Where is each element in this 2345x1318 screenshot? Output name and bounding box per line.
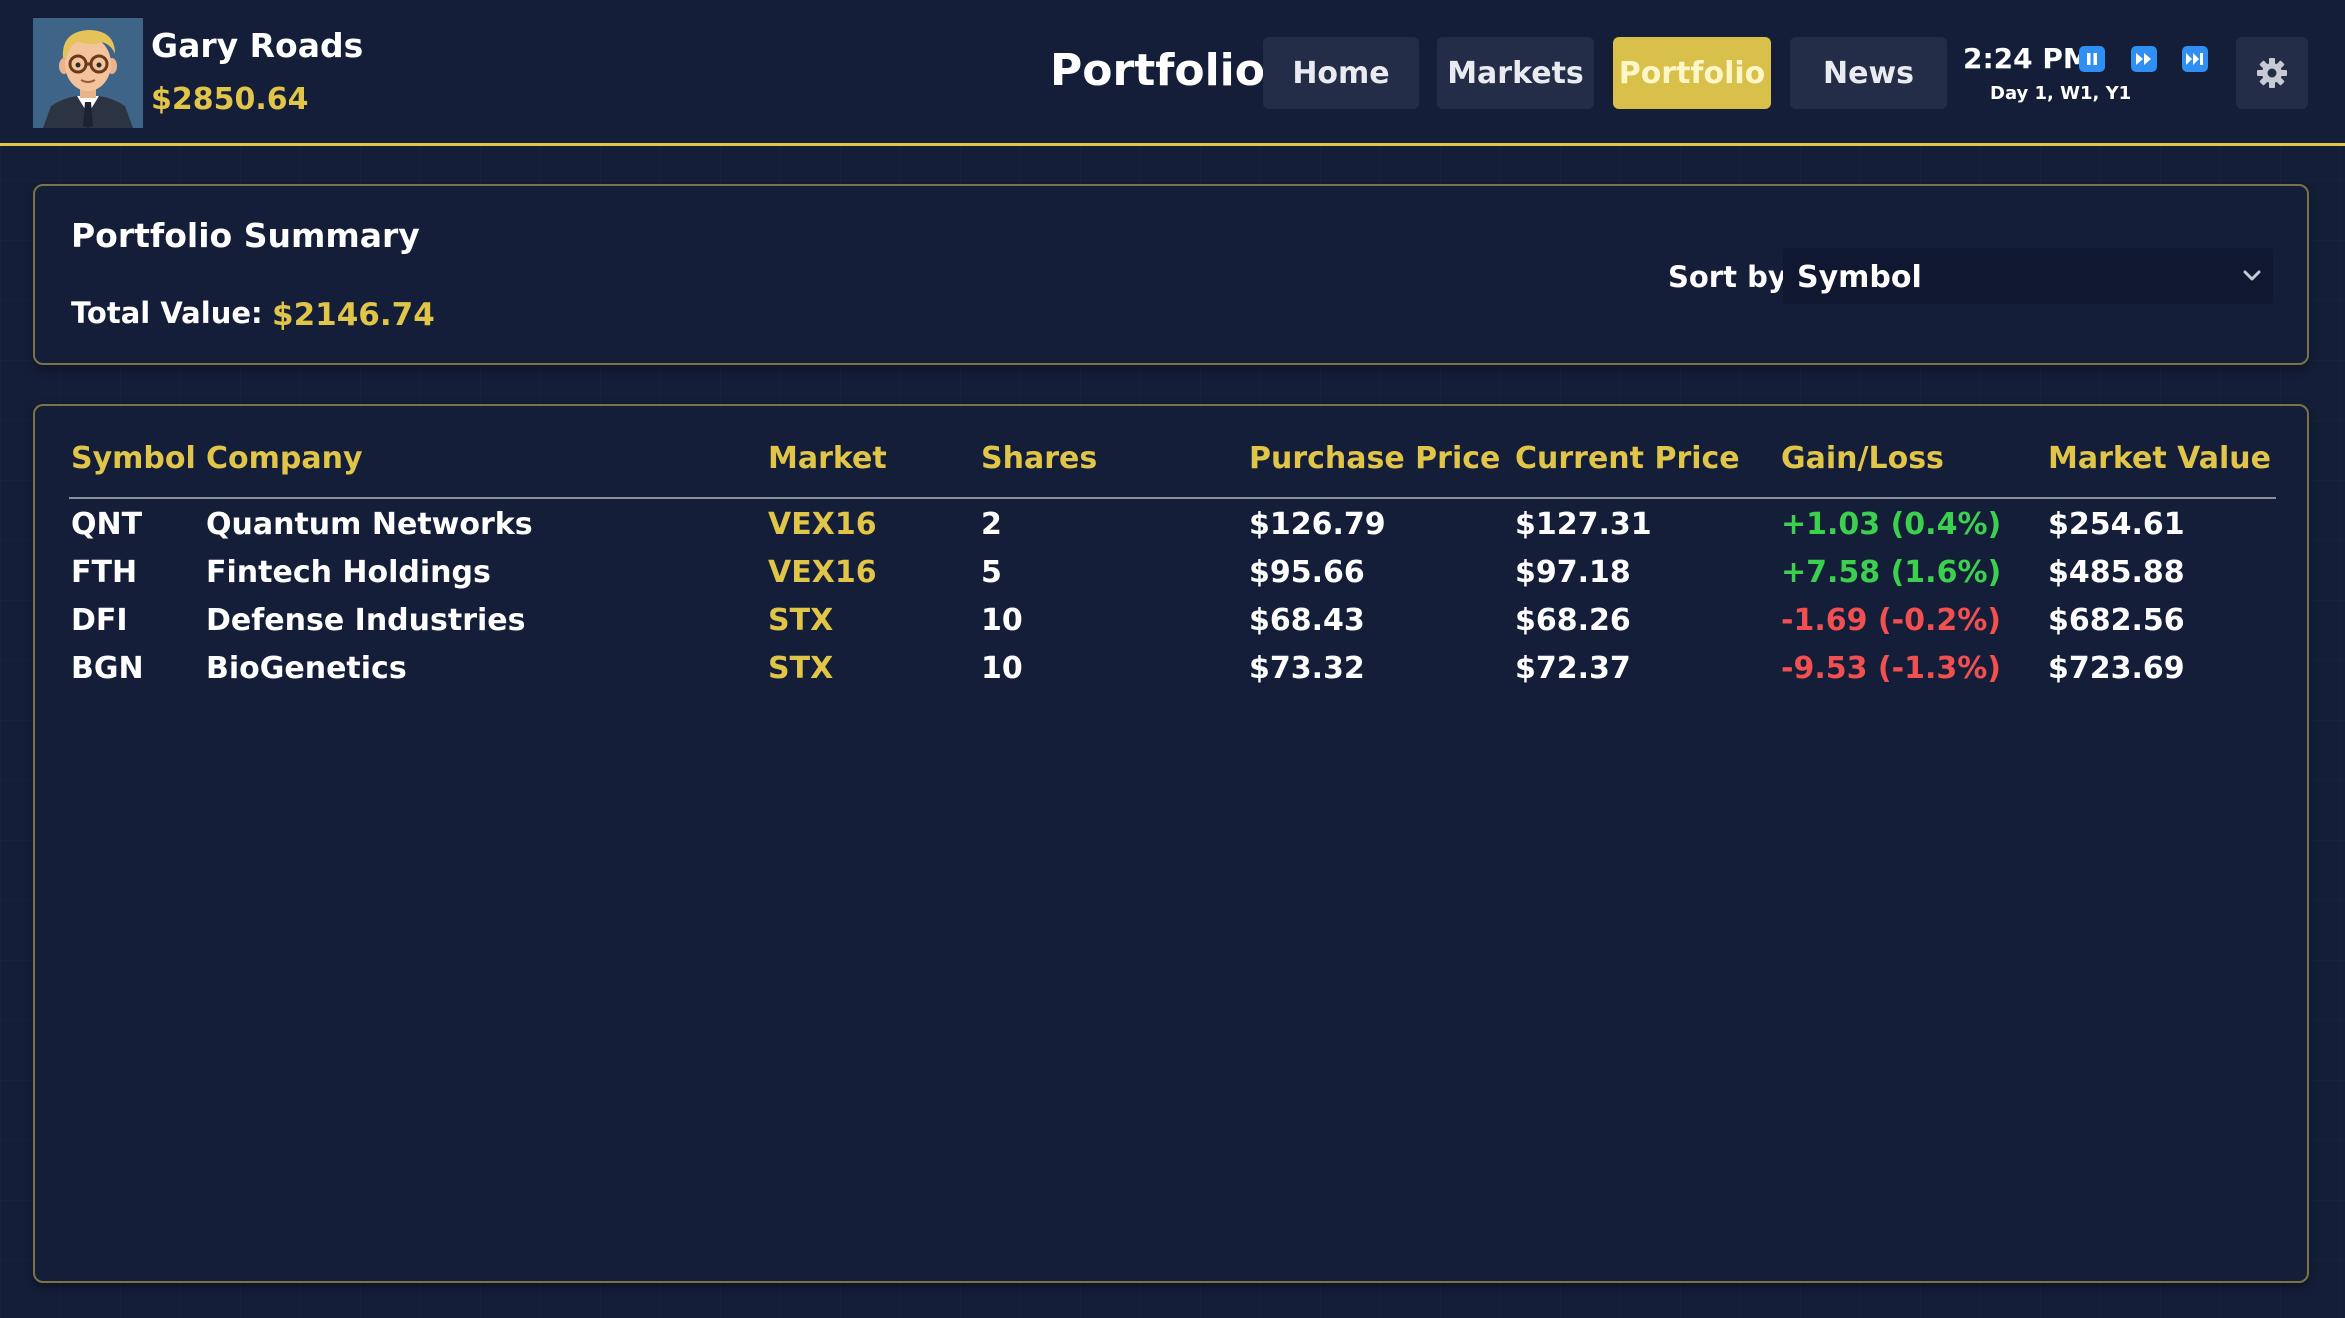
- total-value: $2146.74: [272, 297, 435, 333]
- cell-current-price: $127.31: [1515, 507, 1652, 542]
- cell-purchase-price: $95.66: [1249, 555, 1365, 590]
- settings-button[interactable]: [2236, 37, 2308, 109]
- pause-icon: [2087, 53, 2097, 65]
- chevron-down-icon: [2241, 264, 2263, 290]
- cell-purchase-price: $126.79: [1249, 507, 1386, 542]
- cell-company: Defense Industries: [206, 603, 526, 638]
- cell-gain-loss: +7.58 (1.6%): [1781, 555, 2002, 590]
- cell-market-value: $485.88: [2048, 555, 2185, 590]
- fast-forward-icon: [2136, 53, 2151, 65]
- cell-current-price: $97.18: [1515, 555, 1631, 590]
- cell-current-price: $72.37: [1515, 651, 1631, 686]
- fast-forward-button[interactable]: [2131, 46, 2157, 72]
- total-value-label: Total Value:: [71, 296, 263, 330]
- cell-company: BioGenetics: [206, 651, 407, 686]
- column-header-market[interactable]: Market: [768, 441, 887, 476]
- cell-shares: 10: [981, 651, 1023, 686]
- player-cash: $2850.64: [151, 82, 309, 117]
- player-avatar: [33, 18, 143, 128]
- column-header-gain-loss[interactable]: Gain/Loss: [1781, 441, 1944, 476]
- column-header-market-value[interactable]: Market Value: [2048, 441, 2271, 476]
- game-date: Day 1, W1, Y1: [1990, 83, 2132, 104]
- column-header-shares[interactable]: Shares: [981, 441, 1098, 476]
- holdings-table-panel: Symbol Company Market Shares Purchase Pr…: [33, 404, 2309, 1283]
- cell-gain-loss: +1.03 (0.4%): [1781, 507, 2002, 542]
- sort-selected-value: Symbol: [1797, 260, 1922, 295]
- cell-shares: 5: [981, 555, 1002, 590]
- table-row[interactable]: FTH Fintech Holdings VEX16 5 $95.66 $97.…: [69, 555, 2276, 603]
- gear-icon: [2257, 58, 2287, 88]
- nav-portfolio-button[interactable]: Portfolio: [1613, 37, 1771, 109]
- cell-market: STX: [768, 651, 834, 686]
- column-header-current-price[interactable]: Current Price: [1515, 441, 1740, 476]
- table-row[interactable]: DFI Defense Industries STX 10 $68.43 $68…: [69, 603, 2276, 651]
- cell-gain-loss: -1.69 (-0.2%): [1781, 603, 2001, 638]
- game-clock: 2:24 PM: [1963, 42, 2091, 75]
- table-row[interactable]: QNT Quantum Networks VEX16 2 $126.79 $12…: [69, 507, 2276, 555]
- page-title: Portfolio: [1050, 45, 1265, 96]
- cell-symbol: QNT: [71, 507, 143, 542]
- cell-gain-loss: -9.53 (-1.3%): [1781, 651, 2001, 686]
- cell-market-value: $254.61: [2048, 507, 2185, 542]
- sort-select[interactable]: Symbol: [1783, 248, 2273, 304]
- column-header-company[interactable]: Company: [206, 441, 363, 476]
- cell-symbol: FTH: [71, 555, 138, 590]
- sort-label: Sort by:: [1668, 260, 1799, 294]
- skip-forward-button[interactable]: [2182, 46, 2208, 72]
- cell-market: VEX16: [768, 507, 877, 542]
- column-header-purchase-price[interactable]: Purchase Price: [1249, 441, 1501, 476]
- cell-shares: 2: [981, 507, 1002, 542]
- pause-button[interactable]: [2079, 46, 2105, 72]
- nav-home-button[interactable]: Home: [1263, 37, 1419, 109]
- skip-forward-icon: [2186, 53, 2203, 65]
- player-name: Gary Roads: [151, 26, 364, 65]
- cell-current-price: $68.26: [1515, 603, 1631, 638]
- cell-market: VEX16: [768, 555, 877, 590]
- cell-market-value: $723.69: [2048, 651, 2185, 686]
- cell-market-value: $682.56: [2048, 603, 2185, 638]
- summary-title: Portfolio Summary: [71, 216, 420, 255]
- cell-purchase-price: $68.43: [1249, 603, 1365, 638]
- column-header-symbol[interactable]: Symbol: [71, 441, 196, 476]
- nav-news-button[interactable]: News: [1790, 37, 1947, 109]
- cell-company: Quantum Networks: [206, 507, 533, 542]
- cell-market: STX: [768, 603, 834, 638]
- portfolio-summary-panel: Portfolio Summary Total Value: $2146.74 …: [33, 184, 2309, 365]
- top-bar: Gary Roads $2850.64 Portfolio Home Marke…: [0, 0, 2345, 146]
- cell-shares: 10: [981, 603, 1023, 638]
- cell-symbol: DFI: [71, 603, 128, 638]
- nav-markets-button[interactable]: Markets: [1437, 37, 1594, 109]
- cell-symbol: BGN: [71, 651, 144, 686]
- table-header: Symbol Company Market Shares Purchase Pr…: [69, 441, 2276, 499]
- table-row[interactable]: BGN BioGenetics STX 10 $73.32 $72.37 -9.…: [69, 651, 2276, 699]
- cell-purchase-price: $73.32: [1249, 651, 1365, 686]
- cell-company: Fintech Holdings: [206, 555, 491, 590]
